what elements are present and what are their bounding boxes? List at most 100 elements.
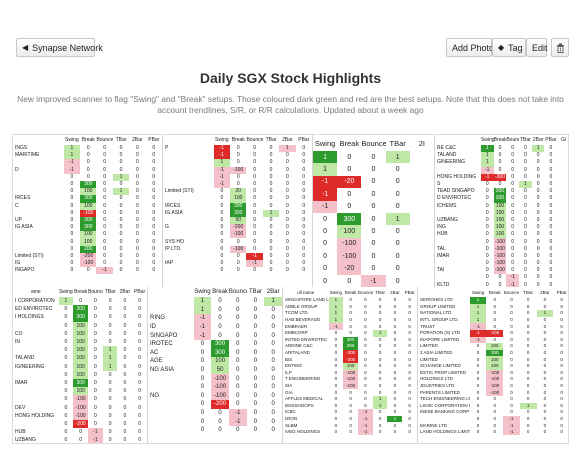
signal-cell [410,201,434,213]
stock-name-cell: DEV [15,404,26,411]
signal-cell [557,238,568,245]
signal-cell: 0 [560,336,563,342]
signal-cell [410,176,434,188]
stock-name-cell: IGINEERING [15,363,45,370]
signal-cell: 0 [152,152,156,159]
signal-cell: 0 [152,195,156,202]
signal-cell: 0 [549,173,553,180]
signal-cell: 0 [511,159,515,166]
table-row: ING 0 100 0 0 0 0 [435,224,568,232]
signal-cell: 1 [480,152,494,160]
signal-cell: 0 [152,260,156,267]
signal-cell: 0 [302,224,306,231]
signal-cell: 0 [253,358,258,365]
stock-name-cell [163,217,214,224]
table-row: 0 0 -1 0 0 0 [435,274,568,282]
signal-cell: 0 [371,265,376,273]
signal-cell: 0 [393,317,397,323]
signal-cell: 0 [152,209,156,216]
stock-name-cell [163,253,214,260]
tag-button[interactable]: ◆ Tag [492,38,526,57]
edit-label: Edit [532,42,548,53]
table-row: RE C&C 1 0 0 0 1 0 [435,145,568,153]
signal-cell: 0 [510,383,513,389]
signal-cell: -1 [469,323,487,330]
signal-cell: 0 [269,260,273,267]
signal-cell: 0 [152,224,156,231]
signal-cell [557,181,568,188]
signal-cell: 0 [560,343,563,349]
signal-cell: 300 [493,188,507,196]
signal-cell: -1 [193,322,212,332]
table-row: AGE 0 100 0 0 0 [148,357,282,366]
signal-cell: 0 [236,375,240,382]
table-row: GINEERING 1 0 0 0 0 0 [435,159,568,167]
signal-cell: 0 [511,252,515,259]
signal-cell: 0 [103,224,107,231]
signal-cell: 0 [524,245,527,252]
signal-cell: 0 [524,224,527,231]
table-row: -1 0 0 0 0 0 [13,159,162,167]
signal-cell: 0 [393,389,397,395]
signal-cell: 0 [152,245,156,252]
column-header: TBar [519,137,531,143]
signal-cell: 0 [136,231,139,238]
signal-cell: 0 [347,153,352,161]
signal-cell: 0 [271,332,275,339]
signal-cell: 0 [334,336,338,342]
signal-cell: 0 [498,274,502,281]
stock-name-cell [13,238,64,245]
signal-cell: 100 [73,370,89,379]
signal-cell: 0 [218,332,222,339]
signal-cell: 0 [236,238,240,245]
signal-cell [557,174,568,181]
stock-name-cell: IZION [285,415,297,421]
signal-cell: 1 [193,297,212,306]
signal-cell: 0 [253,401,258,408]
signal-cell: -1 [469,336,487,344]
signal-cell: 0 [485,195,489,202]
signal-cell: 0 [526,422,530,428]
back-to-synapse-network-button[interactable]: ◀ Synapse Network [16,38,103,57]
signal-cell: 0 [395,265,400,273]
signal-cell: 0 [526,369,530,375]
signal-cell: 0 [236,267,240,274]
signal-cell: 0 [349,330,352,336]
signal-cell: 100 [73,387,89,396]
signal-cell: 100 [73,346,89,355]
table-row: 0 300 0 1 [313,212,434,226]
table-row: ARITALAND 0 -300 0 0 0 0 [283,349,417,357]
signal-cell: 0 [560,422,563,428]
signal-cell: 0 [236,145,240,152]
table-row: PORATION (S) LTD -1 -100 0 0 0 0 [418,329,568,337]
signal-cell: 0 [395,203,400,211]
stock-name-cell: LIMITED [420,343,438,349]
signal-cell: 0 [393,343,397,349]
signal-cell: 0 [200,358,205,365]
table-row: IP LTD. 0 -100 0 0 0 0 [163,245,312,253]
signal-cell: -1 [358,415,373,423]
signal-cell: 300 [80,180,97,189]
add-photos-button[interactable]: Add Photos [446,38,499,57]
signal-cell: 0 [271,375,275,382]
edit-button[interactable]: Edit [526,38,548,57]
column-header: Bounce [506,137,519,143]
page-description: New improved scanner to flag "Swing" and… [17,94,564,115]
signal-cell: 0 [136,238,139,245]
signal-cell: 1 [328,297,344,304]
signal-cell: 0 [253,392,258,399]
signal-cell: 0 [524,195,527,202]
signal-cell: 0 [323,277,328,285]
signal-cell: 1 [469,316,487,324]
signal-cell: 1 [372,402,388,410]
signal-cell: 0 [236,298,240,305]
signal-cell: 0 [485,202,489,209]
signal-cell: 0 [408,336,411,342]
signal-cell: 0 [108,396,112,403]
signal-cell: 0 [253,410,258,417]
delete-button[interactable] [551,38,569,57]
signal-cell: 0 [524,188,527,195]
signal-cell: 0 [323,240,328,248]
